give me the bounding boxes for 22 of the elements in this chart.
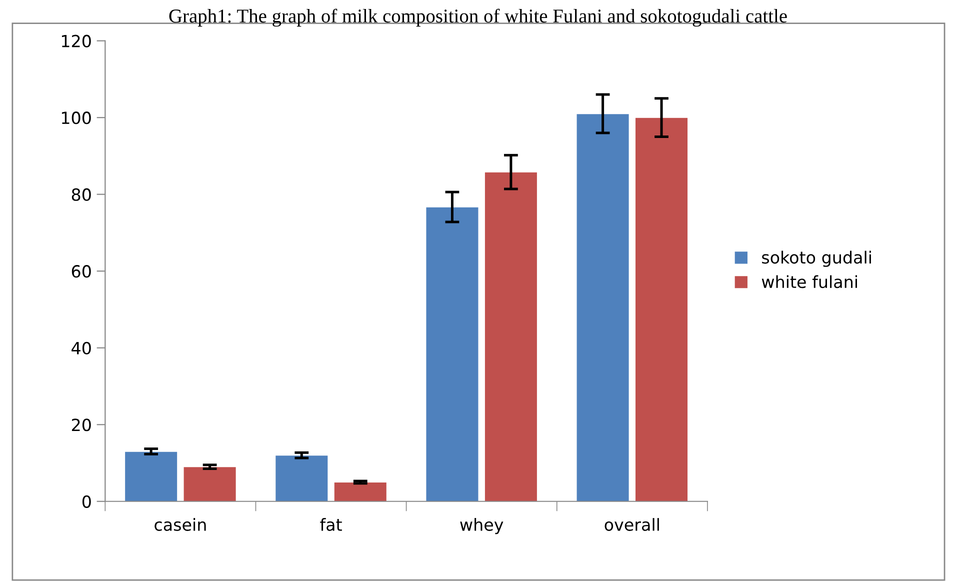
bar (484, 172, 538, 502)
y-tick-label: 60 (72, 265, 91, 278)
y-tick-label: 100 (62, 112, 91, 124)
x-tick-label: casein (154, 518, 206, 531)
y-tick-label: 40 (72, 342, 91, 354)
bar (334, 482, 388, 502)
bar (124, 451, 178, 502)
x-tick-label: fat (320, 518, 342, 531)
x-tick-label: overall (604, 518, 659, 531)
bar (426, 206, 479, 502)
bar (183, 466, 237, 502)
y-tick-label: 120 (62, 34, 91, 48)
bar (634, 117, 688, 502)
legend-label: white fulani (762, 275, 857, 288)
y-tick-label: 0 (82, 495, 91, 508)
y-tick-label: 80 (72, 188, 91, 201)
legend-label: sokoto gudali (762, 250, 871, 267)
x-tick-label: whey (460, 518, 504, 534)
bar (576, 113, 630, 502)
chart-title: Graph1: The graph of milk composition of white Fulani and sokotogudali cattle (169, 8, 787, 27)
y-tick-label: 20 (72, 418, 91, 432)
bar (274, 454, 328, 502)
